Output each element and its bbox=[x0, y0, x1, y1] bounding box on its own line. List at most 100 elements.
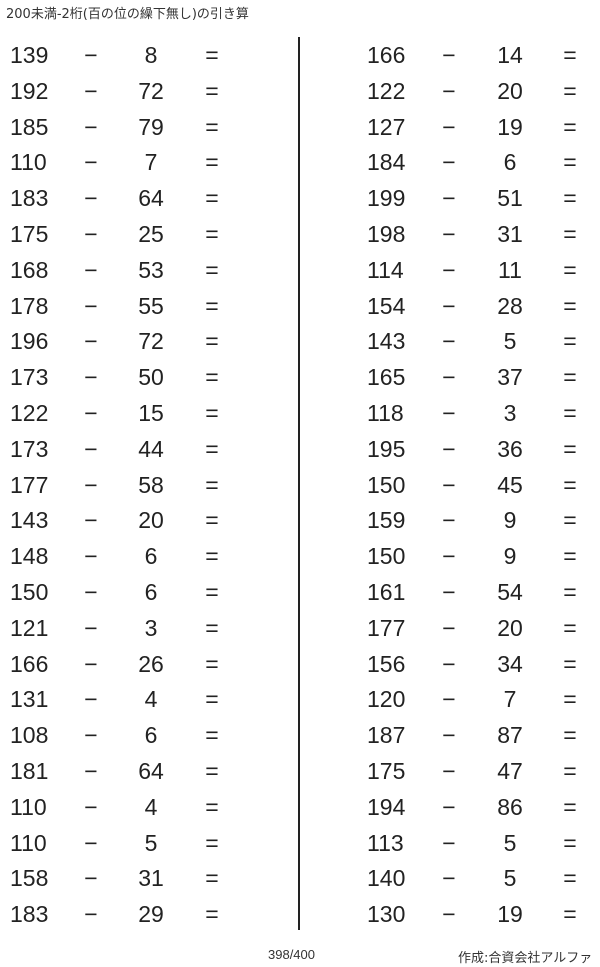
problem-row: 195 − 36 = bbox=[0, 434, 600, 464]
minuend: 196 bbox=[10, 328, 49, 355]
problem-row: 194 − 86 = bbox=[0, 792, 600, 822]
minus-sign: − bbox=[84, 793, 98, 820]
problem-row: 130 − 19 = bbox=[0, 899, 600, 929]
problem-row: 181 − 64 = bbox=[0, 756, 600, 786]
minuend: 150 bbox=[10, 579, 49, 605]
equals-sign: = bbox=[205, 185, 219, 212]
equals-sign: = bbox=[563, 758, 577, 784]
minuend: 143 bbox=[367, 328, 406, 355]
subtrahend: 5 bbox=[503, 829, 517, 856]
minus-sign: − bbox=[442, 865, 456, 892]
minus-sign: − bbox=[84, 471, 98, 498]
minus-sign: − bbox=[442, 256, 456, 283]
minuend: 143 bbox=[10, 507, 49, 534]
problem-row: 183 − 64 = bbox=[0, 183, 600, 213]
equals-sign: = bbox=[563, 722, 577, 749]
subtrahend: 53 bbox=[138, 256, 164, 283]
subtrahend: 31 bbox=[138, 865, 164, 892]
problem-row: 122 − 15 = bbox=[0, 398, 600, 428]
minuend: 175 bbox=[10, 221, 49, 247]
minuend: 110 bbox=[10, 829, 47, 856]
problem-row: 110 − 4 = bbox=[0, 792, 600, 822]
problem-row: 156 − 34 = bbox=[0, 649, 600, 679]
minuend: 122 bbox=[367, 77, 406, 104]
minus-sign: − bbox=[442, 435, 456, 462]
problem-row: 173 − 44 = bbox=[0, 434, 600, 464]
subtrahend: 55 bbox=[138, 292, 164, 319]
equals-sign: = bbox=[563, 42, 577, 68]
equals-sign: = bbox=[205, 435, 219, 462]
problem-row: 143 − 5 = bbox=[0, 326, 600, 356]
minus-sign: − bbox=[442, 507, 456, 534]
equals-sign: = bbox=[205, 793, 219, 820]
equals-sign: = bbox=[205, 686, 219, 713]
subtrahend: 6 bbox=[144, 579, 158, 605]
minuend: 139 bbox=[10, 42, 49, 68]
subtrahend: 15 bbox=[138, 400, 164, 426]
minus-sign: − bbox=[442, 686, 456, 713]
minus-sign: − bbox=[84, 435, 98, 462]
equals-sign: = bbox=[563, 221, 577, 247]
subtrahend: 79 bbox=[138, 113, 164, 140]
problem-row: 183 − 29 = bbox=[0, 899, 600, 929]
subtrahend: 11 bbox=[498, 256, 522, 283]
problem-row: 198 − 31 = bbox=[0, 219, 600, 249]
subtrahend: 7 bbox=[144, 149, 158, 176]
equals-sign: = bbox=[563, 328, 577, 355]
problem-row: 159 − 9 = bbox=[0, 505, 600, 535]
minus-sign: − bbox=[442, 185, 456, 212]
minuend: 173 bbox=[10, 435, 49, 462]
minuend: 177 bbox=[367, 614, 406, 641]
equals-sign: = bbox=[205, 256, 219, 283]
problem-row: 178 − 55 = bbox=[0, 291, 600, 321]
equals-sign: = bbox=[205, 328, 219, 355]
minuend: 192 bbox=[10, 77, 49, 104]
minus-sign: − bbox=[84, 256, 98, 283]
column-divider bbox=[298, 37, 300, 930]
problem-row: 158 − 31 = bbox=[0, 863, 600, 893]
equals-sign: = bbox=[563, 650, 577, 677]
minuend: 199 bbox=[367, 185, 406, 212]
equals-sign: = bbox=[205, 113, 219, 140]
minuend: 108 bbox=[10, 722, 49, 749]
minuend: 194 bbox=[367, 793, 406, 820]
minus-sign: − bbox=[84, 901, 98, 928]
subtrahend: 87 bbox=[497, 722, 523, 749]
problem-row: 154 − 28 = bbox=[0, 291, 600, 321]
problem-row: 110 − 7 = bbox=[0, 147, 600, 177]
minus-sign: − bbox=[84, 328, 98, 355]
minuend: 150 bbox=[367, 471, 406, 498]
minuend: 187 bbox=[367, 722, 406, 749]
minuend: 159 bbox=[367, 507, 406, 534]
problem-row: 122 − 20 = bbox=[0, 76, 600, 106]
subtrahend: 34 bbox=[497, 650, 523, 677]
minuend: 114 bbox=[367, 256, 404, 283]
minuend: 178 bbox=[10, 292, 49, 319]
equals-sign: = bbox=[563, 865, 577, 892]
minus-sign: − bbox=[84, 686, 98, 713]
subtrahend: 6 bbox=[144, 722, 158, 749]
equals-sign: = bbox=[205, 650, 219, 677]
subtrahend: 4 bbox=[144, 686, 158, 713]
problem-row: 175 − 25 = bbox=[0, 219, 600, 249]
minus-sign: − bbox=[442, 650, 456, 677]
subtrahend: 3 bbox=[144, 614, 158, 641]
subtrahend: 3 bbox=[503, 400, 517, 426]
minus-sign: − bbox=[442, 471, 456, 498]
subtrahend: 20 bbox=[138, 507, 164, 534]
problem-row: 143 − 20 = bbox=[0, 505, 600, 535]
problem-row: 173 − 50 = bbox=[0, 362, 600, 392]
minuend: 181 bbox=[10, 758, 49, 784]
minuend: 173 bbox=[10, 364, 49, 391]
problem-row: 113 − 5 = bbox=[0, 828, 600, 858]
minus-sign: − bbox=[84, 758, 98, 784]
equals-sign: = bbox=[205, 221, 219, 247]
problem-row: 196 − 72 = bbox=[0, 326, 600, 356]
subtrahend: 72 bbox=[138, 328, 164, 355]
minus-sign: − bbox=[442, 722, 456, 749]
equals-sign: = bbox=[563, 543, 577, 570]
problem-row: 165 − 37 = bbox=[0, 362, 600, 392]
equals-sign: = bbox=[563, 400, 577, 426]
minuend: 110 bbox=[10, 793, 47, 820]
minus-sign: − bbox=[442, 77, 456, 104]
